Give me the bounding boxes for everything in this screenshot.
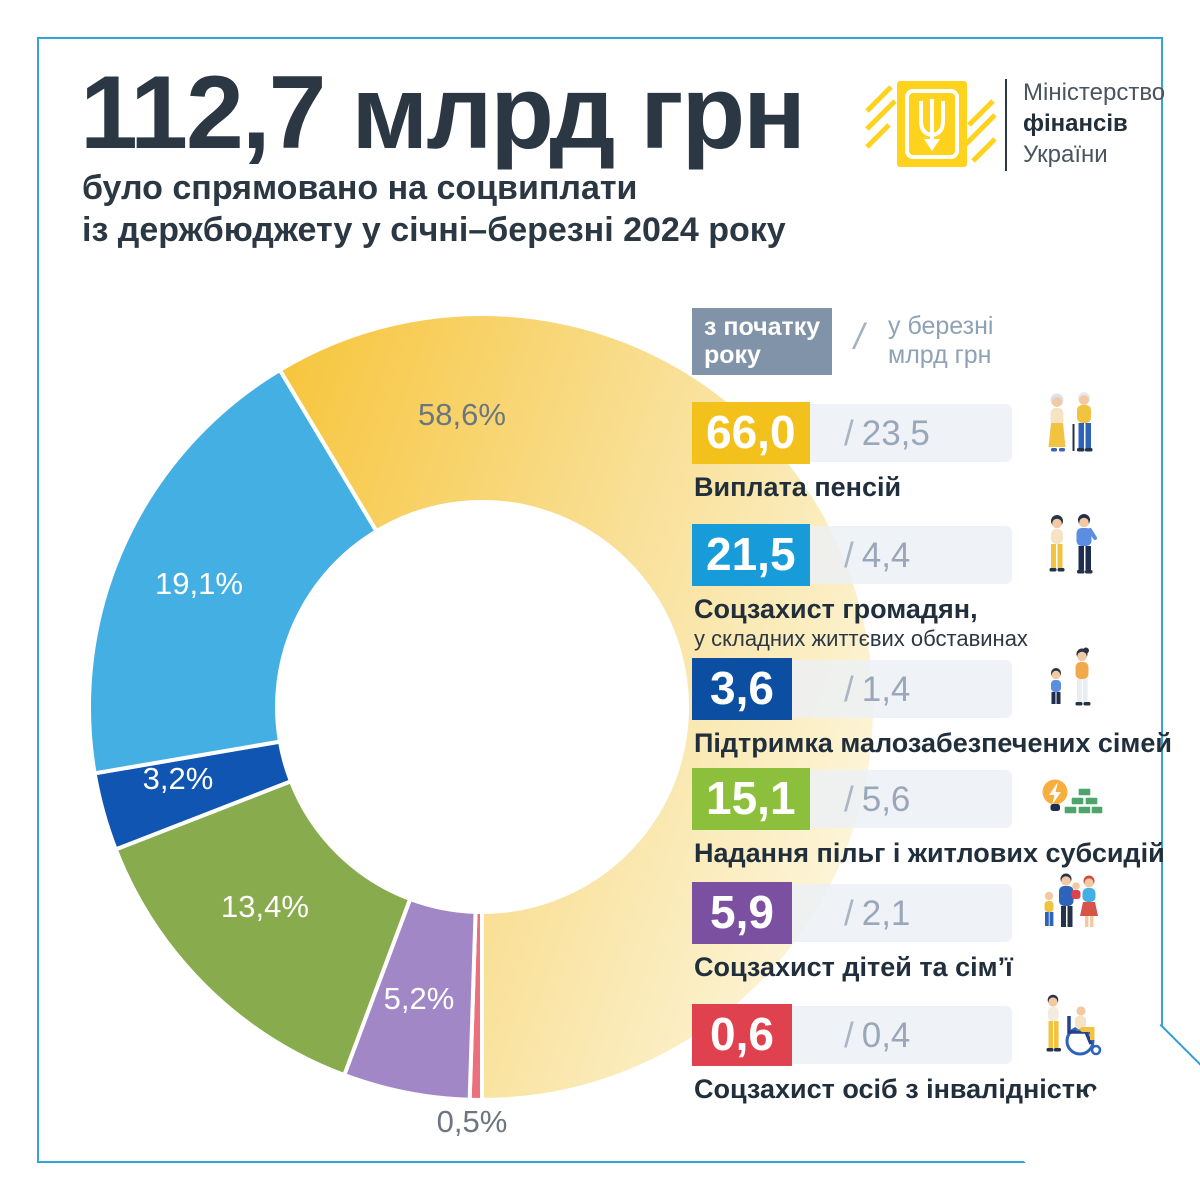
march-number: 2,1 (861, 894, 911, 933)
row-label: Підтримка малозабезпечених сімей (694, 728, 1172, 758)
legend-header: з початку року / у березні млрд грн (692, 308, 1132, 375)
subsidies-icon (1042, 779, 1104, 815)
legend-header-box: з початку року (692, 308, 833, 375)
march-number: 0,4 (861, 1016, 911, 1055)
value-badge: 21,5 (692, 524, 810, 586)
march-value: /1,4 (844, 670, 910, 710)
subtitle-line2: із держбюджету у січні–березні 2024 року (82, 211, 786, 249)
children-family-icon (1044, 873, 1098, 927)
march-value: /23,5 (844, 414, 930, 454)
legend-header-unit-line1: у березні (888, 312, 994, 340)
logo-line1: Міністерство (1023, 79, 1166, 106)
percent-label-4: 5,2% (384, 981, 455, 1016)
slash: / (844, 536, 854, 575)
percent-label-2: 3,2% (143, 761, 214, 796)
logo-divider (1005, 79, 1007, 171)
march-number: 23,5 (861, 414, 930, 453)
slash: / (844, 1016, 854, 1055)
legend-header-unit: у березні млрд грн (888, 312, 993, 370)
legend-header-slash: / (854, 316, 865, 357)
legend-row-children-family: 5,9 /2,1 Соцзахист дітей та сім’ї (692, 873, 1152, 992)
card: 112,7 млрд грн було спрямовано на соцвип… (37, 37, 1200, 1200)
value-badge: 15,1 (692, 768, 810, 830)
row-sublabel: у складних життєвих обставинах (694, 626, 1028, 651)
value-badge: 66,0 (692, 402, 810, 464)
march-value: /2,1 (844, 894, 910, 934)
logo-line2: фінансів (1023, 110, 1128, 137)
march-value: /4,4 (844, 536, 910, 576)
row-label: Соцзахист дітей та сім’ї (694, 952, 1013, 982)
slash: / (844, 894, 854, 933)
march-value: /5,6 (844, 780, 910, 820)
slash: / (844, 414, 854, 453)
row-label: Соцзахист громадян, (694, 594, 978, 624)
trident-icon (865, 81, 997, 167)
donut-slice-3 (113, 778, 413, 1078)
donut-chart: 58,6% 19,1% 3,2% 13,4% 5,2% 0,5% (72, 307, 892, 1167)
slash: / (844, 670, 854, 709)
logo-text: Міністерство фінансів України (1023, 77, 1165, 170)
row-label: Виплата пенсій (694, 472, 902, 502)
percent-label-5: 0,5% (437, 1104, 508, 1139)
value-badge: 3,6 (692, 658, 792, 720)
percent-label-3: 13,4% (221, 889, 309, 924)
percent-label-1: 19,1% (155, 566, 243, 601)
march-number: 5,6 (861, 780, 911, 819)
legend-header-unit-line2: млрд грн (888, 341, 992, 369)
legend-header-box-line2: року (704, 341, 761, 369)
row-label: Соцзахист осіб з інвалідністю (694, 1074, 1099, 1104)
legend-row-pensions: 66,0 /23,5 Виплата пенсій (692, 392, 1152, 512)
page-subtitle: було спрямовано на соцвиплати із держбюд… (82, 167, 786, 251)
row-label: Надання пільг і житлових субсидій (694, 838, 1165, 868)
subtitle-line1: було спрямовано на соцвиплати (82, 169, 638, 207)
citizens-icon (1049, 514, 1097, 574)
value-badge: 0,6 (692, 1004, 792, 1066)
march-value: /0,4 (844, 1016, 910, 1056)
legend-row-low-income: 3,6 /1,4 Підтримка малозабезпечених сіме… (692, 647, 1172, 768)
page-title: 112,7 млрд грн (80, 55, 806, 171)
legend-row-disability: 0,6 /0,4 Соцзахист осіб з інвалідністю (692, 994, 1152, 1114)
disability-icon (1046, 994, 1102, 1056)
low-income-families-icon (1051, 647, 1091, 706)
march-number: 1,4 (861, 670, 911, 709)
value-badge: 5,9 (692, 882, 792, 944)
legend-row-subsidies: 15,1 /5,6 Надання пільг і житлових субси… (692, 768, 1165, 878)
percent-label-0: 58,6% (418, 397, 506, 432)
legend-row-citizens: 21,5 /4,4 Соцзахист громадян, у складних… (692, 514, 1152, 651)
pensioners-icon (1048, 392, 1093, 452)
ministry-logo: Міністерство фінансів України (865, 69, 1165, 199)
donut-slice-1 (87, 367, 380, 776)
march-number: 4,4 (861, 536, 911, 575)
legend-header-box-line1: з початку (704, 313, 821, 341)
slash: / (844, 780, 854, 819)
logo-line3: України (1023, 141, 1108, 168)
